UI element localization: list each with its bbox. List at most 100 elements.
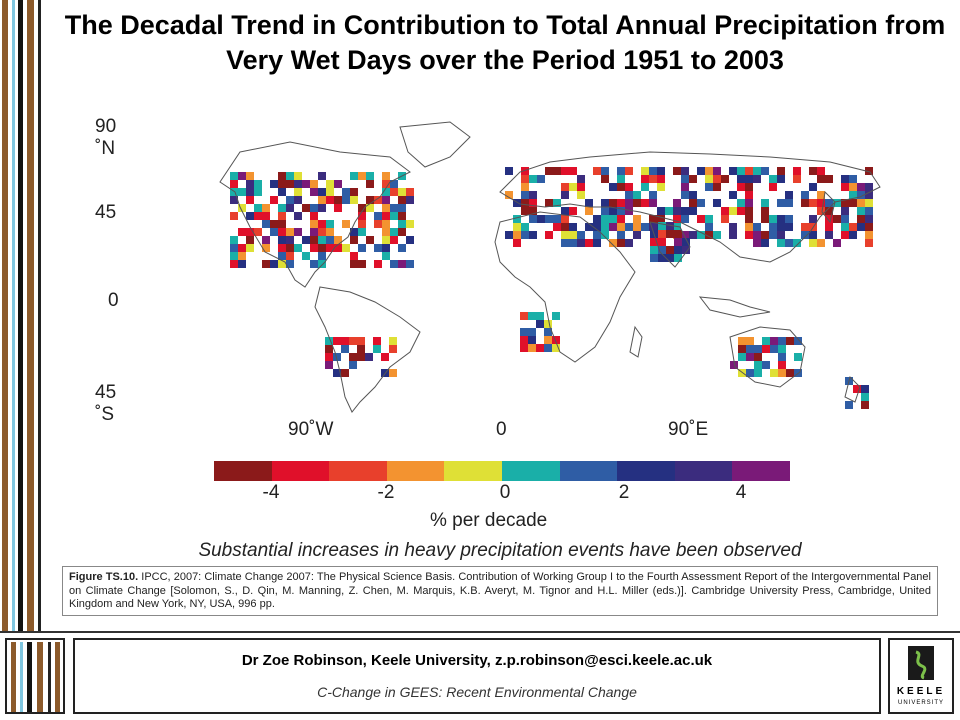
trend-cell (513, 223, 521, 231)
trend-cell (398, 260, 406, 268)
trend-cell (641, 199, 649, 207)
trend-cell (681, 207, 689, 215)
trend-cell (262, 204, 270, 212)
colorbar-segment (732, 461, 790, 481)
trend-cell (294, 196, 302, 204)
trend-cell (342, 196, 350, 204)
trend-cell (318, 204, 326, 212)
trend-cell (529, 199, 537, 207)
trend-cell (318, 196, 326, 204)
trend-cell (857, 207, 865, 215)
trend-cell (341, 337, 349, 345)
trend-cell (745, 183, 753, 191)
logo-subtext: UNIVERSITY (897, 700, 944, 706)
trend-cell (769, 231, 777, 239)
trend-cell (406, 236, 414, 244)
trend-cell (365, 353, 373, 361)
trend-cell (841, 215, 849, 223)
greenland-outline (399, 121, 471, 168)
trend-cell (674, 246, 682, 254)
trend-cell (230, 236, 238, 244)
trend-cell (246, 212, 254, 220)
trend-cell (778, 361, 786, 369)
trend-cell (294, 172, 302, 180)
trend-cell (849, 191, 857, 199)
trend-cell (350, 172, 358, 180)
trend-cell (382, 252, 390, 260)
trend-cell (406, 188, 414, 196)
trend-cell (390, 180, 398, 188)
trend-cell (569, 167, 577, 175)
trend-cell (382, 212, 390, 220)
trend-cell (689, 191, 697, 199)
footer-course: C-Change in GEES: Recent Environmental C… (317, 684, 637, 700)
stripe (48, 642, 51, 712)
trend-cell (382, 180, 390, 188)
trend-cell (713, 167, 721, 175)
lat-label-0: 0 (108, 290, 119, 311)
trend-cell (681, 175, 689, 183)
trend-cell (374, 244, 382, 252)
trend-cell (390, 204, 398, 212)
trend-cell (617, 231, 625, 239)
trend-cell (553, 215, 561, 223)
trend-cell (753, 239, 761, 247)
trend-cell (601, 231, 609, 239)
trend-cell (705, 215, 713, 223)
trend-cell (382, 188, 390, 196)
trend-cell (649, 215, 657, 223)
trend-cell (520, 336, 528, 344)
trend-cell (713, 199, 721, 207)
trend-cell (577, 175, 585, 183)
trend-cell (390, 212, 398, 220)
trend-cell (505, 191, 513, 199)
trend-cell (609, 223, 617, 231)
trend-cell (529, 191, 537, 199)
trend-cell (857, 183, 865, 191)
trend-cell (373, 345, 381, 353)
lon-label-90e: 90˚E (668, 419, 709, 440)
trend-cell (561, 207, 569, 215)
trend-cell (609, 199, 617, 207)
trend-cell (745, 167, 753, 175)
trend-cell (318, 236, 326, 244)
trend-cell (633, 191, 641, 199)
trend-cell (585, 207, 593, 215)
keele-logo: KEELE UNIVERSITY (888, 638, 954, 714)
map-svg (219, 121, 881, 413)
trend-cell (310, 260, 318, 268)
trend-cell (246, 188, 254, 196)
trend-cell (286, 252, 294, 260)
trend-cell (585, 239, 593, 247)
trend-cell (270, 196, 278, 204)
colorbar-tick: 4 (735, 482, 747, 503)
trend-cell (398, 188, 406, 196)
trend-cell (334, 244, 342, 252)
trend-cell (513, 231, 521, 239)
trend-cell (625, 191, 633, 199)
trend-cell (246, 172, 254, 180)
trend-cell (857, 215, 865, 223)
north-america-outline (219, 141, 411, 288)
trend-cell (650, 246, 658, 254)
trend-cell (254, 180, 262, 188)
trend-cell (857, 191, 865, 199)
trend-cell (577, 183, 585, 191)
trend-cell (666, 230, 674, 238)
trend-cell (745, 191, 753, 199)
trend-cell (577, 191, 585, 199)
trend-cell (310, 212, 318, 220)
trend-cell (390, 228, 398, 236)
trend-cell (769, 175, 777, 183)
trend-cell (713, 231, 721, 239)
trend-cell (529, 231, 537, 239)
trend-cell (294, 228, 302, 236)
footer-box (73, 638, 881, 714)
trend-cell (841, 223, 849, 231)
lat-label-45s: 45 ˚S (95, 382, 117, 425)
trend-cell (865, 231, 873, 239)
trend-cell (238, 260, 246, 268)
trend-cell (617, 207, 625, 215)
trend-cell (294, 244, 302, 252)
trend-cell (713, 175, 721, 183)
